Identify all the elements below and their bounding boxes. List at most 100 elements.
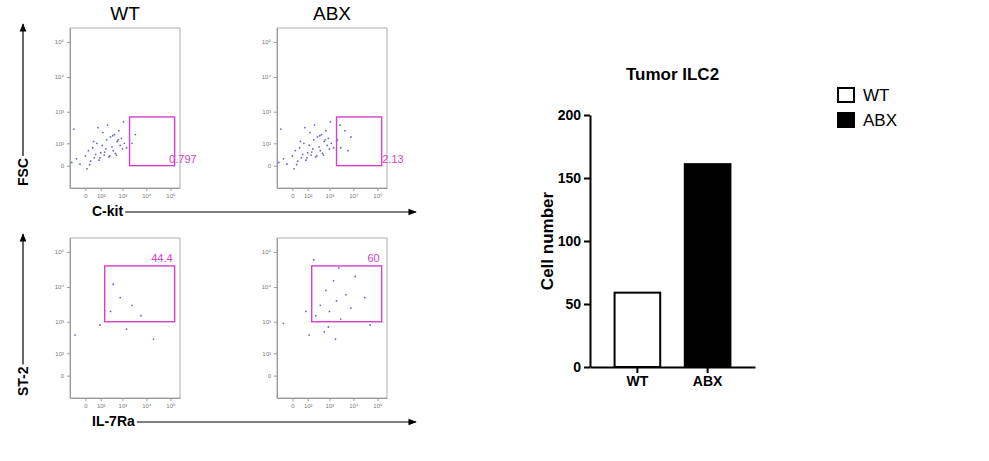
tick-mark bbox=[377, 188, 378, 191]
event-dot bbox=[116, 141, 118, 143]
tick-label: 10⁵ bbox=[55, 249, 65, 255]
tick-label: 0 bbox=[291, 403, 295, 409]
event-dot bbox=[134, 134, 136, 136]
bar bbox=[685, 164, 731, 367]
y-axis: 010²10³10⁴10⁵ bbox=[55, 239, 71, 399]
tick-mark bbox=[292, 398, 293, 401]
event-dot bbox=[308, 145, 310, 147]
event-dot bbox=[312, 148, 314, 150]
tick-mark bbox=[67, 112, 70, 113]
gate bbox=[130, 117, 175, 166]
event-dot bbox=[103, 154, 105, 156]
tick-mark bbox=[274, 77, 277, 78]
tick-label: 10⁵ bbox=[262, 249, 272, 255]
tick-mark bbox=[353, 188, 354, 191]
tick-mark bbox=[67, 166, 70, 167]
gate bbox=[312, 266, 382, 322]
tick-label: 10³ bbox=[119, 193, 128, 199]
event-dot bbox=[153, 338, 155, 340]
tick: 10³ bbox=[55, 109, 70, 115]
axis-line bbox=[278, 188, 388, 189]
flow-panel: 010²10³10⁴10⁵010²10³10⁴10⁵60 bbox=[262, 238, 388, 409]
event-dot bbox=[303, 142, 305, 144]
event-dot bbox=[116, 154, 118, 156]
tick-mark bbox=[584, 367, 590, 369]
axis-line bbox=[278, 398, 388, 399]
tick: 10⁴ bbox=[55, 74, 70, 80]
event-dot bbox=[344, 130, 346, 132]
tick-mark bbox=[274, 112, 277, 113]
event-dot bbox=[296, 164, 298, 166]
event-dot bbox=[71, 162, 73, 164]
event-dot bbox=[92, 147, 94, 149]
tick-mark bbox=[274, 353, 277, 354]
event-dot bbox=[300, 141, 302, 143]
event-dot bbox=[325, 130, 327, 132]
event-dot bbox=[84, 155, 86, 157]
axis-line bbox=[71, 188, 181, 189]
tick: 0 bbox=[61, 163, 70, 169]
tick-label: 0 bbox=[61, 373, 65, 379]
gate-percent: 44.4 bbox=[151, 252, 172, 264]
legend: WTABX bbox=[838, 86, 897, 130]
tick-mark bbox=[584, 304, 590, 306]
event-dot bbox=[114, 134, 116, 136]
event-dot bbox=[126, 147, 128, 149]
tick: ABX bbox=[693, 367, 723, 389]
tick-label: 0 bbox=[61, 163, 65, 169]
event-dot bbox=[122, 148, 124, 150]
legend-swatch bbox=[838, 113, 854, 127]
legend-label: WT bbox=[863, 86, 889, 105]
event-dot bbox=[112, 283, 114, 285]
tick: 10³ bbox=[262, 109, 277, 115]
event-dot bbox=[305, 310, 307, 312]
event-dot bbox=[105, 148, 107, 150]
tick: 10⁵ bbox=[373, 398, 383, 409]
tick-mark bbox=[584, 241, 590, 243]
x-axis-title: IL-7Ra bbox=[92, 413, 135, 429]
event-dot bbox=[101, 145, 103, 147]
tick: 10³ bbox=[119, 188, 128, 199]
tick-label: 10² bbox=[262, 141, 271, 147]
tick-label: 10² bbox=[304, 403, 313, 409]
tick: 0 bbox=[291, 188, 295, 199]
event-dot bbox=[319, 135, 321, 137]
event-dot bbox=[120, 137, 122, 139]
figure: 010²10³10⁴10⁵010²10³10⁴10⁵0.797WTC-kitFS… bbox=[0, 0, 989, 461]
panel-title: ABX bbox=[313, 3, 351, 24]
tick-mark bbox=[274, 166, 277, 167]
event-dot bbox=[111, 146, 113, 148]
x-axis: 010²10³10⁴10⁵ bbox=[278, 398, 388, 409]
tick-label: 0 bbox=[268, 373, 272, 379]
flow-panel: 010²10³10⁴10⁵010²10³10⁴10⁵2.13 bbox=[262, 28, 404, 199]
gate bbox=[105, 266, 175, 322]
event-dot bbox=[117, 139, 119, 141]
tick: WT bbox=[627, 367, 649, 389]
event-dot bbox=[97, 127, 99, 129]
event-dot bbox=[338, 267, 340, 269]
event-dot bbox=[314, 124, 316, 126]
y-axis: 010²10³10⁴10⁵ bbox=[262, 29, 278, 189]
tick-label: 50 bbox=[565, 296, 581, 312]
event-dot bbox=[350, 136, 352, 138]
event-dot bbox=[305, 159, 307, 161]
tick-mark bbox=[67, 252, 70, 253]
tick-mark bbox=[67, 376, 70, 377]
tick-label: 10³ bbox=[119, 403, 128, 409]
tick: 10² bbox=[304, 188, 313, 199]
event-dot bbox=[104, 151, 106, 153]
tick-label: 150 bbox=[558, 170, 582, 186]
tick: 10⁵ bbox=[166, 398, 176, 409]
plot-frame bbox=[70, 238, 180, 398]
axis-line bbox=[277, 239, 278, 399]
tick: 10³ bbox=[262, 319, 277, 325]
plot-frame bbox=[277, 28, 387, 188]
event-dot bbox=[99, 157, 101, 159]
event-dot bbox=[74, 334, 76, 336]
event-dot bbox=[119, 297, 121, 299]
event-dot bbox=[300, 157, 302, 159]
bar bbox=[615, 293, 661, 367]
tick-label: 10⁵ bbox=[373, 403, 383, 409]
tick-mark bbox=[292, 188, 293, 191]
tick-label: 10³ bbox=[326, 193, 335, 199]
